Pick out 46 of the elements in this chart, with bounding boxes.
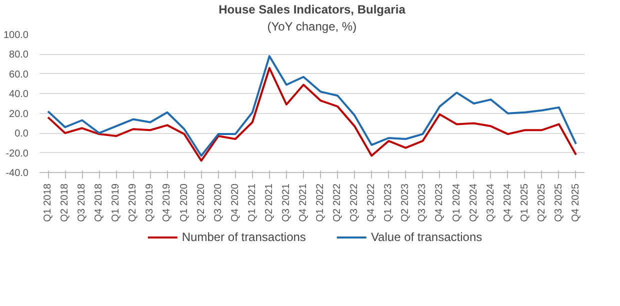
- x-tick-label: Q1 2024: [451, 183, 462, 222]
- x-tick-label: Q3 2020: [212, 183, 224, 222]
- y-tick-label: 40.0: [9, 89, 29, 100]
- y-tick-label: 20.0: [9, 108, 29, 120]
- x-tick-label: Q2 2019: [128, 183, 139, 222]
- y-tick-label: -40.0: [6, 168, 29, 179]
- line-series: [47, 67, 577, 162]
- x-tick-label: Q3 2024: [485, 183, 496, 222]
- x-tick-label: Q2 2020: [196, 183, 207, 222]
- x-tick-label: Q2 2018: [60, 183, 71, 222]
- x-tick-label: Q4 2021: [298, 183, 309, 222]
- x-tick-label: Q1 2020: [178, 183, 190, 222]
- line-series: [47, 55, 577, 157]
- x-tick-label: Q3 2021: [280, 183, 292, 222]
- x-tick-label: Q4 2020: [230, 183, 241, 222]
- x-tick-label: Q3 2019: [144, 183, 156, 222]
- x-tick-label: Q4 2019: [162, 183, 173, 222]
- x-tick-label: Q2 2022: [332, 183, 344, 222]
- x-tick-label: Q3 2018: [76, 183, 88, 222]
- x-tick-label: Q1 2021: [246, 183, 258, 222]
- x-tick-label: Q4 2024: [502, 183, 514, 222]
- y-tick-label: -20.0: [6, 148, 29, 160]
- x-tick-label: Q4 2025: [570, 183, 582, 222]
- x-tick-label: Q3 2022: [349, 183, 360, 222]
- legend-label: Number of transactions: [182, 230, 306, 244]
- x-tick-label: Q4 2022: [366, 183, 378, 222]
- x-tick-label: Q1 2018: [42, 183, 54, 222]
- chart-title: House Sales Indicators, Bulgaria: [218, 2, 406, 16]
- x-tick-label: Q1 2022: [315, 183, 326, 222]
- x-tick-label: Q2 2021: [264, 183, 275, 222]
- y-tick-label: 100.0: [3, 30, 29, 41]
- x-tick-label: Q2 2024: [468, 183, 480, 222]
- x-tick-label: Q4 2023: [434, 183, 446, 222]
- y-tick-label: 80.0: [9, 50, 29, 61]
- x-tick-label: Q4 2018: [94, 183, 105, 222]
- y-tick-label: 60.0: [9, 69, 29, 80]
- legend-label: Value of transactions: [370, 230, 482, 244]
- x-tick-label: Q1 2019: [110, 183, 122, 222]
- x-tick-label: Q1 2023: [383, 183, 394, 222]
- x-tick-label: Q2 2023: [400, 183, 412, 222]
- chart-subtitle: (YoY change, %): [267, 20, 357, 34]
- x-tick-label: Q1 2025: [519, 183, 530, 222]
- y-tick-label: 0.0: [14, 128, 29, 140]
- x-tick-label: Q3 2025: [553, 183, 564, 222]
- x-tick-label: Q3 2023: [417, 183, 428, 222]
- x-tick-label: Q2 2025: [536, 183, 548, 222]
